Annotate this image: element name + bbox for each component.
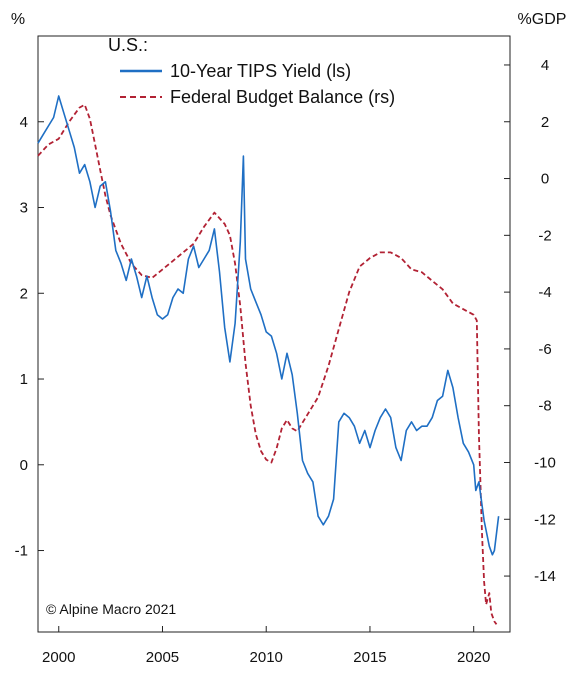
x-tick-label: 2010 [250, 649, 283, 666]
right-tick-label: -8 [538, 398, 551, 415]
x-tick-label: 2020 [457, 649, 490, 666]
right-tick-label: -6 [538, 341, 551, 358]
legend-label-budget: Federal Budget Balance (rs) [170, 87, 395, 107]
plot-area-frame [37, 35, 511, 633]
right-tick-label: 0 [541, 171, 549, 188]
left-tick-label: 1 [20, 371, 28, 388]
right-tick-label: 2 [541, 114, 549, 131]
right-axis: -14 -12 -10 -8 -6 -4 -2 0 2 4 [504, 57, 556, 585]
left-tick-label: 4 [20, 114, 28, 131]
left-axis-unit: % [11, 11, 25, 28]
left-tick-label: 0 [20, 457, 28, 474]
left-tick-label: 2 [20, 285, 28, 302]
left-tick-label: 3 [20, 200, 28, 217]
right-tick-label: -14 [534, 568, 556, 585]
series-line-budget-balance [37, 103, 498, 625]
legend-label-tips: 10-Year TIPS Yield (ls) [170, 61, 351, 81]
x-tick-label: 2015 [353, 649, 386, 666]
right-tick-label: 4 [541, 57, 549, 74]
legend-heading: U.S.: [108, 35, 148, 55]
right-tick-label: -4 [538, 284, 551, 301]
x-axis: 2000 2005 2010 2015 2020 [42, 626, 490, 666]
copyright-credit: © Alpine Macro 2021 [46, 601, 176, 617]
legend: U.S.: 10-Year TIPS Yield (ls) Federal Bu… [108, 35, 395, 107]
left-axis: -1 0 1 2 3 4 [15, 114, 44, 560]
x-tick-label: 2005 [146, 649, 179, 666]
right-tick-label: -10 [534, 454, 556, 471]
series-layer [37, 95, 500, 625]
right-tick-label: -12 [534, 511, 556, 528]
left-tick-label: -1 [15, 543, 28, 560]
series-line-tips-yield [37, 95, 500, 556]
right-axis-unit: %GDP [518, 11, 567, 28]
x-tick-label: 2000 [42, 649, 75, 666]
right-tick-label: -2 [538, 227, 551, 244]
